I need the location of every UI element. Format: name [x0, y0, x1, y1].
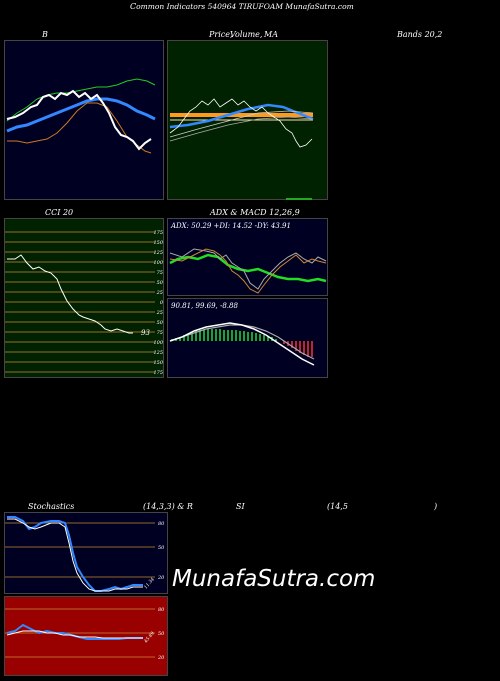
price-label: Price, — [209, 30, 233, 39]
macd-panel: 90.81, 99.69, -8.88 — [167, 298, 328, 378]
rsi-tick: 50 — [158, 631, 165, 637]
middle-band-line — [6, 97, 156, 133]
cci-tick: 50 — [157, 320, 164, 326]
upper-band-line — [6, 78, 156, 122]
macd-line — [169, 322, 315, 366]
rsi-line — [6, 623, 143, 640]
rsi-close-paren: ) — [434, 502, 438, 511]
stoch-k-line — [7, 516, 143, 592]
stoch-gridlines — [5, 522, 155, 578]
ma-line-grey-2 — [169, 116, 314, 142]
plus-di-line — [169, 248, 327, 290]
cci-tick: 100 — [153, 340, 163, 346]
cci-tick: 75 — [157, 330, 163, 336]
cci-tick-labels: 175 150 125 100 75 50 25 0 25 50 75 100 … — [153, 230, 163, 376]
rsi-tick: 20 — [157, 655, 165, 661]
lower-band-line — [7, 102, 152, 154]
stochastics-chart: 80 50 20 11.34 — [5, 516, 165, 592]
cci-chart: 175 150 125 100 75 50 25 0 25 50 75 100 … — [5, 230, 164, 376]
cci-tick: 150 — [153, 240, 163, 246]
price-line — [169, 98, 313, 148]
cci-line — [7, 254, 133, 334]
stoch-d-line — [7, 518, 143, 592]
rsi-si-label: SI — [236, 502, 245, 511]
adx-readout: ADX: 50.29 +DI: 14.52 -DY: 43.91 — [170, 222, 291, 230]
price-line — [6, 89, 152, 151]
cci-tick: 25 — [156, 290, 163, 296]
stochastics-panel: 80 50 20 11.34 — [4, 512, 168, 594]
rsi-avg-line — [6, 630, 143, 639]
bollinger-panel — [4, 40, 164, 200]
ma-label: MA — [264, 30, 278, 39]
stoch-tick-labels: 80 50 20 — [157, 521, 165, 581]
macd-chart: 90.81, 99.69, -8.88 — [169, 302, 315, 366]
page-title: Common Indicators 540964 TIRUFOAM Munafa… — [130, 2, 354, 11]
stoch-params-label: (14,3,3) & R — [143, 502, 193, 511]
cci-gridlines — [5, 231, 155, 373]
bollinger-label: B — [42, 30, 48, 39]
rsi-panel: 80 50 20 45.89 — [4, 596, 168, 676]
cci-tick: 100 — [153, 260, 163, 266]
cci-tick: 125 — [153, 250, 163, 256]
rsi-params-label: (14,5 — [327, 502, 348, 511]
volume-label: Volume, — [230, 30, 263, 39]
watermark: MunafaSutra.com — [172, 566, 376, 592]
cci-tick: 0 — [160, 300, 164, 306]
cci-tick: 175 — [153, 370, 163, 376]
stoch-tick: 20 — [157, 575, 165, 581]
rsi-gridlines — [5, 608, 155, 658]
macd-readout: 90.81, 99.69, -8.88 — [171, 302, 238, 310]
stoch-tick: 80 — [158, 521, 165, 527]
stoch-current-value: 11.34 — [143, 576, 156, 590]
title-c: C — [130, 2, 137, 11]
bands-label: Bands 20,2 — [397, 30, 443, 39]
stoch-tick: 50 — [158, 545, 165, 551]
price-ma-chart — [169, 98, 314, 200]
stochastics-label: Stochastics — [28, 502, 75, 511]
price-ma-panel — [167, 40, 328, 200]
rsi-current-value: 45.89 — [142, 630, 156, 645]
bollinger-chart — [6, 78, 156, 154]
cci-tick: 50 — [157, 280, 164, 286]
cci-tick: 75 — [157, 270, 163, 276]
ma-line-grey-1 — [169, 110, 314, 138]
minus-di-line — [169, 248, 327, 294]
rsi-chart: 80 50 20 45.89 — [5, 607, 165, 661]
cci-tick: 150 — [153, 360, 163, 366]
cci-label: CCI 20 — [45, 208, 74, 217]
adx-macd-label: ADX & MACD 12,26,9 — [210, 208, 300, 217]
title-rest: ommon Indicators 540964 TIRUFOAM MunafaS… — [136, 2, 354, 11]
adx-chart: ADX: 50.29 +DI: 14.52 -DY: 43.91 — [169, 222, 327, 294]
rsi-tick-labels: 80 50 20 — [157, 607, 165, 661]
cci-tick: 175 — [153, 230, 163, 236]
adx-panel: ADX: 50.29 +DI: 14.52 -DY: 43.91 — [167, 218, 328, 296]
cci-panel: 175 150 125 100 75 50 25 0 25 50 75 100 … — [4, 218, 164, 378]
rsi-tick: 80 — [158, 607, 165, 613]
cci-tick: 125 — [153, 350, 163, 356]
cci-current-value: 93 — [141, 329, 150, 337]
cci-tick: 25 — [156, 310, 163, 316]
adx-line — [169, 253, 327, 283]
